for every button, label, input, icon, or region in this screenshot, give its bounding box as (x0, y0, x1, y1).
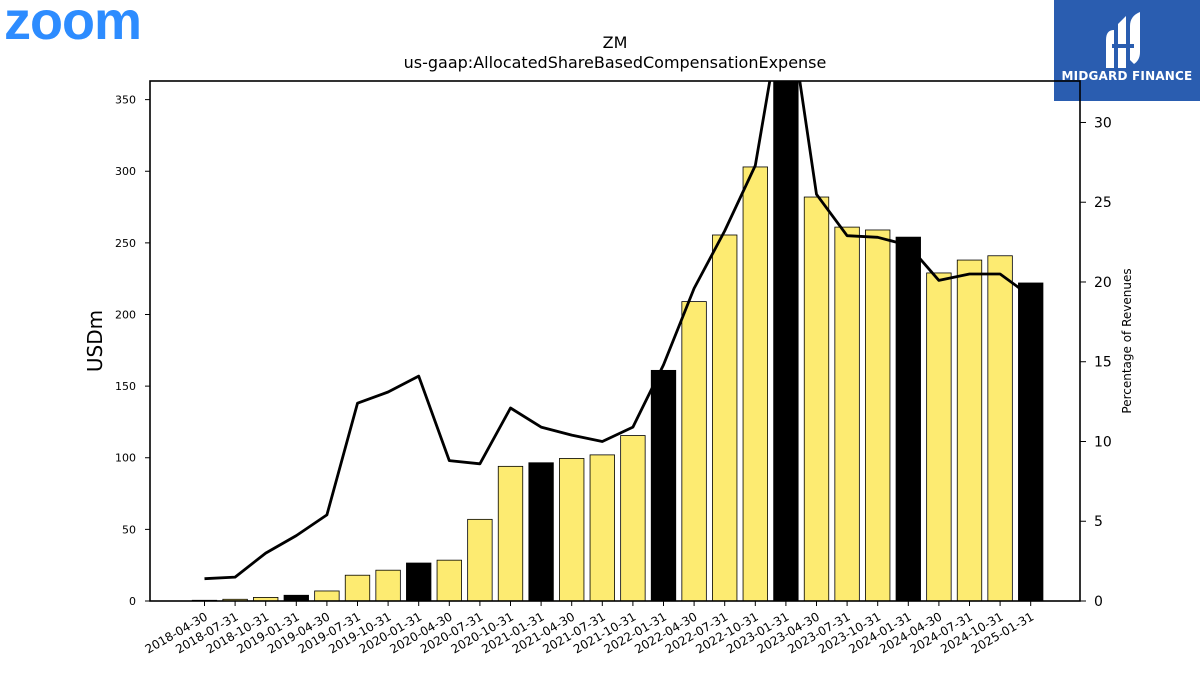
bar-2023-04-30 (803, 196, 830, 601)
y-tick-label: 350 (115, 94, 136, 107)
chart-subtitle: us-gaap:AllocatedShareBasedCompensationE… (404, 53, 827, 72)
y-tick-label: 150 (115, 380, 136, 393)
y2-tick-label: 25 (1094, 195, 1112, 211)
bar-2022-04-30 (681, 301, 707, 601)
bar-2022-07-31 (712, 234, 738, 601)
y2-tick-label: 15 (1094, 355, 1112, 371)
bar-2019-04-30 (314, 590, 340, 601)
y2-tick-label: 0 (1094, 594, 1103, 610)
bar-2020-07-31 (467, 518, 493, 601)
bar-2024-04-30 (926, 272, 952, 601)
bar-2019-10-31 (375, 569, 401, 601)
percentage-of-revenues-line (204, 81, 1032, 581)
bar-2019-07-31 (344, 574, 371, 601)
y2-tick-label: 10 (1094, 434, 1112, 450)
percentage-line-group (204, 81, 1032, 581)
bar-2022-01-31 (650, 369, 677, 601)
y-axis-label: USDm (83, 310, 107, 372)
bar-2023-07-31 (834, 226, 860, 601)
y2-tick-label: 20 (1094, 275, 1112, 291)
zoom-logo-text: zoom (4, 0, 142, 51)
chart-title: ZM (603, 33, 628, 52)
bar-2023-01-31 (773, 81, 799, 601)
bar-2020-10-31 (497, 465, 524, 601)
bar-2021-01-31 (528, 462, 554, 601)
bar-2018-10-31 (253, 597, 279, 601)
y2-tick-label: 5 (1094, 514, 1103, 530)
bar-2021-07-31 (589, 454, 615, 601)
midgard-logo-mark (1054, 0, 1200, 101)
bar-2025-01-31 (1018, 282, 1044, 601)
y2-axis-label: Percentage of Revenues (1120, 268, 1134, 413)
bar-2022-10-31 (742, 166, 768, 601)
bars (191, 81, 1044, 601)
y-tick-label: 250 (115, 237, 136, 250)
midgard-finance-name: MIDGARD FINANCE (1061, 69, 1193, 83)
bar-2020-04-30 (436, 559, 462, 601)
y-tick-label: 100 (115, 452, 136, 465)
bar-2024-07-31 (956, 259, 983, 601)
y2-tick-label: 30 (1094, 115, 1112, 131)
y-tick-label: 300 (115, 165, 136, 178)
bar-2024-10-31 (987, 255, 1013, 601)
bar-2023-10-31 (865, 229, 891, 601)
bar-2024-01-31 (895, 236, 921, 601)
bar-2019-01-31 (283, 594, 309, 601)
y-tick-label: 50 (122, 523, 136, 536)
y-tick-label: 0 (129, 595, 136, 608)
bar-2020-01-31 (406, 562, 432, 601)
plot-frame (149, 80, 1081, 602)
y-tick-label: 200 (115, 308, 136, 321)
zoom-logo: zoom (4, 0, 142, 51)
bar-2018-07-31 (222, 598, 248, 601)
midgard-finance-logo: MIDGARD FINANCE (1054, 0, 1200, 101)
bar-2021-04-30 (559, 458, 585, 601)
bar-2021-10-31 (620, 435, 646, 601)
